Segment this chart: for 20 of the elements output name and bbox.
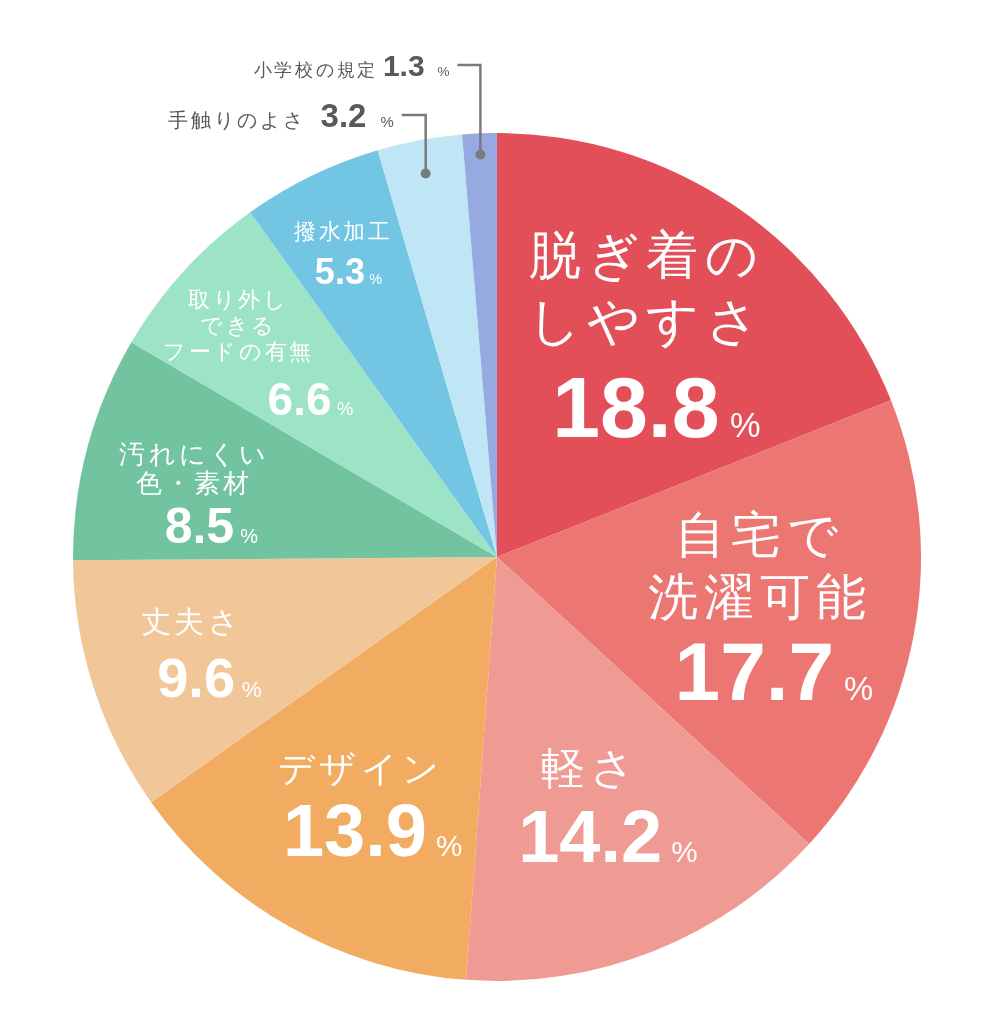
data-label: 14.2% [518,795,698,879]
slice-label: 軽さ [541,742,641,794]
data-label: 6.6% [267,372,354,425]
slice-label: デザイン [277,747,444,789]
data-label: 3.2 % [320,96,394,134]
data-label: 5.3% [314,251,383,293]
slice-label: 取り外しできるフードの有無 [163,286,314,364]
data-label: 8.5% [164,498,259,555]
slice-label: 脱ぎ着のしやすさ [527,225,765,352]
data-label: 18.8% [552,359,761,456]
data-label: 13.9% [282,788,463,872]
slice-label: 汚れにくい色・素材 [119,439,270,499]
slice-label: 撥水加工 [294,219,393,245]
data-label: 9.6% [157,646,262,710]
slice-label: 自宅で洗濯可能 [647,506,872,627]
slice-label: 小学校の規定 [253,58,378,80]
data-label: 17.7% [674,625,874,717]
data-label: 1.3 % [382,48,450,82]
slice-label: 手触りのよさ [167,107,306,132]
slice-label: 丈夫さ [140,604,243,640]
